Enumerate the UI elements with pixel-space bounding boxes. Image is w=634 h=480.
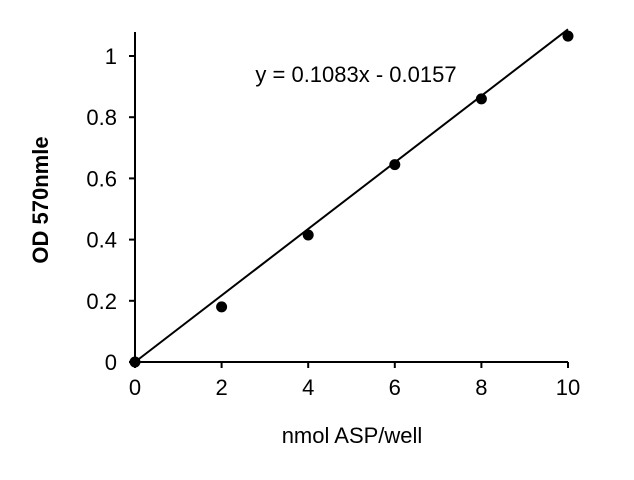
x-axis-label: nmol ASP/well: [282, 423, 423, 448]
x-tick-label: 4: [302, 375, 314, 400]
trendline-equation: y = 0.1083x - 0.0157: [255, 62, 456, 87]
data-point: [129, 356, 141, 368]
x-ticks: 0 2 4 6 8 10: [129, 362, 580, 400]
data-point: [216, 301, 228, 313]
x-tick-label: 6: [389, 375, 401, 400]
y-tick-label: 0.4: [86, 228, 117, 253]
data-point: [389, 159, 401, 171]
x-tick-label: 10: [556, 375, 580, 400]
data-point: [562, 30, 574, 42]
data-points: [129, 30, 574, 368]
y-tick-label: 0.2: [86, 289, 117, 314]
y-tick-label: 0: [105, 350, 117, 375]
y-axis-label: OD 570nmle: [28, 136, 53, 263]
x-tick-label: 2: [215, 375, 227, 400]
y-tick-label: 1: [105, 44, 117, 69]
trendline: [134, 28, 569, 363]
data-point: [475, 93, 487, 105]
y-ticks: 0 0.2 0.4 0.6 0.8 1: [86, 44, 135, 375]
y-tick-label: 0.6: [86, 166, 117, 191]
data-point: [302, 229, 314, 241]
x-tick-label: 8: [475, 375, 487, 400]
y-tick-label: 0.8: [86, 105, 117, 130]
x-tick-label: 0: [129, 375, 141, 400]
plot-area: 0 0.2 0.4 0.6 0.8 1 0 2 4 6 8 10 y = 0.1083x - 0.0…: [86, 28, 580, 400]
